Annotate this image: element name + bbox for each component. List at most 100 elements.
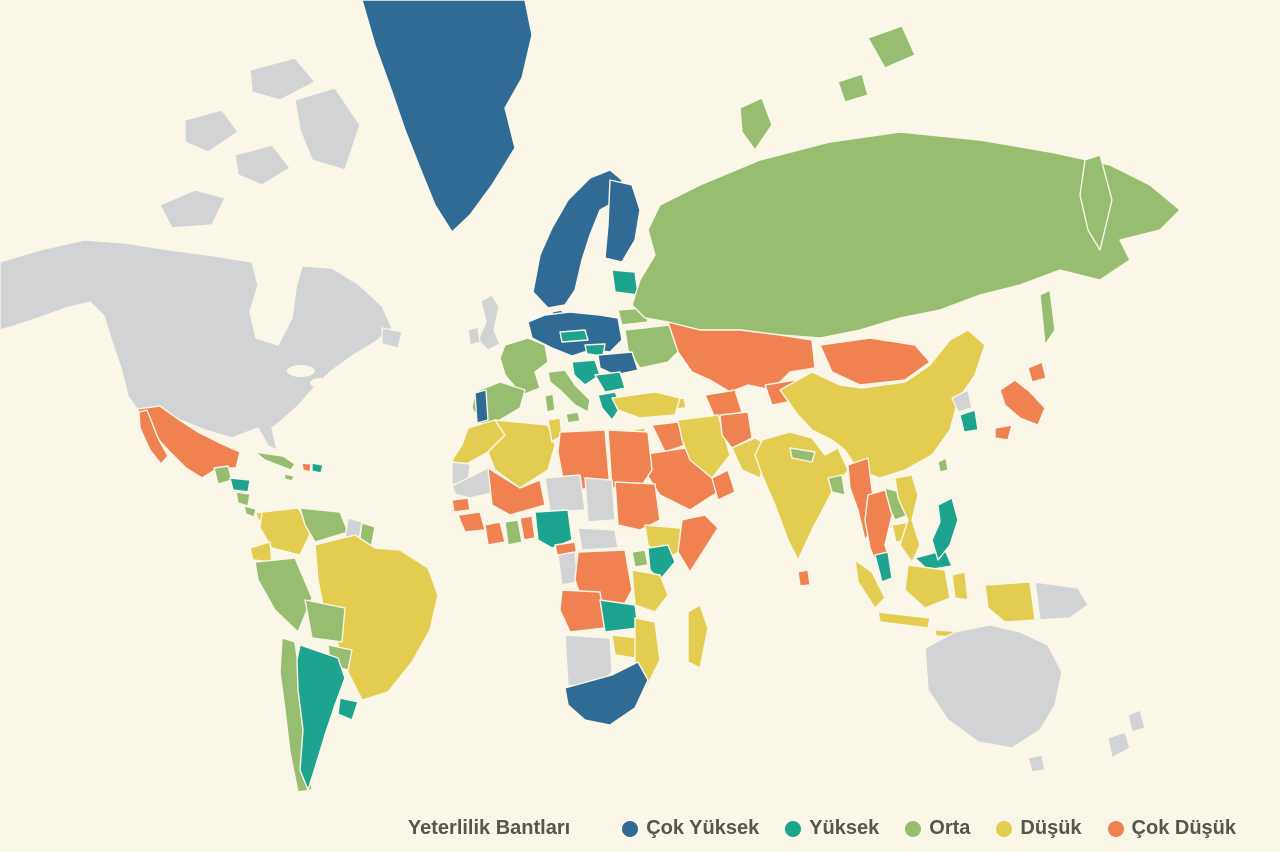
country-west-papua[interactable] — [984, 581, 1036, 623]
country-japan-kyushu[interactable] — [994, 424, 1013, 441]
country-japan-hokkaido[interactable] — [1027, 361, 1047, 383]
country-malaysia[interactable] — [874, 551, 893, 583]
country-madagascar[interactable] — [687, 604, 709, 669]
country-chad[interactable] — [584, 477, 616, 523]
country-finland[interactable] — [604, 179, 641, 263]
country-central-african-republic[interactable] — [577, 527, 619, 551]
country-sri-lanka[interactable] — [797, 569, 811, 587]
country-severnaya-zemlya[interactable] — [867, 25, 916, 69]
country-peru[interactable] — [254, 557, 313, 633]
country-italy[interactable] — [547, 369, 591, 413]
country-baltics[interactable] — [611, 269, 639, 296]
country-serbia-bulgaria[interactable] — [594, 371, 626, 393]
country-kenya[interactable] — [647, 544, 676, 581]
country-nicaragua[interactable] — [235, 491, 251, 507]
country-haiti[interactable] — [301, 462, 312, 473]
legend-items: Çok Yüksek Yüksek Orta Düşük Çok Düşük — [622, 817, 1236, 840]
country-taiwan[interactable] — [937, 457, 949, 473]
country-java[interactable] — [877, 611, 931, 629]
country-canada-usa[interactable] — [0, 239, 393, 451]
country-zambia[interactable] — [599, 599, 639, 633]
country-oman-uae[interactable] — [711, 469, 736, 501]
country-tasmania[interactable] — [1027, 754, 1046, 773]
country-ecuador[interactable] — [249, 541, 273, 563]
country-mexico[interactable] — [136, 405, 241, 479]
country-mongolia[interactable] — [819, 337, 931, 386]
country-sumatra[interactable] — [854, 559, 886, 609]
legend-item-yuksek[interactable]: Yüksek — [785, 817, 879, 840]
country-baja-california[interactable] — [138, 409, 169, 465]
country-nigeria[interactable] — [534, 509, 573, 549]
country-west-balkans[interactable] — [571, 359, 601, 386]
country-tanzania[interactable] — [631, 569, 669, 613]
country-vietnam[interactable] — [894, 474, 921, 563]
country-japan-honshu[interactable] — [999, 379, 1046, 426]
country-uruguay[interactable] — [337, 697, 359, 721]
country-greenland[interactable] — [361, 0, 533, 233]
country-philippines[interactable] — [931, 497, 959, 561]
country-arctic-island[interactable] — [159, 189, 226, 229]
country-sudan[interactable] — [614, 481, 661, 531]
country-arctic-island[interactable] — [249, 57, 316, 101]
country-new-zealand-north[interactable] — [1127, 709, 1146, 733]
country-cuba[interactable] — [254, 451, 296, 471]
country-ireland[interactable] — [467, 326, 481, 346]
country-united-kingdom[interactable] — [477, 294, 501, 351]
country-india[interactable] — [754, 431, 849, 561]
country-romania[interactable] — [597, 351, 639, 376]
country-mauritania[interactable] — [451, 467, 496, 499]
country-south-africa[interactable] — [564, 661, 649, 726]
country-south-korea[interactable] — [959, 409, 979, 433]
country-arctic-green-isles[interactable] — [837, 73, 869, 103]
country-bangladesh[interactable] — [827, 474, 846, 496]
country-iran[interactable] — [677, 414, 731, 479]
country-newfoundland[interactable] — [381, 327, 403, 349]
country-egypt[interactable] — [607, 429, 653, 489]
legend-item-dusuk[interactable]: Düşük — [996, 817, 1082, 840]
country-baffin-island[interactable] — [294, 87, 361, 171]
country-costa-rica[interactable] — [243, 505, 257, 518]
country-somalia[interactable] — [677, 514, 719, 573]
country-honduras[interactable] — [229, 477, 251, 493]
country-kamchatka[interactable] — [1079, 154, 1113, 251]
country-venezuela[interactable] — [299, 507, 349, 543]
country-new-zealand-south[interactable] — [1107, 731, 1131, 759]
country-argentina[interactable] — [296, 644, 346, 791]
country-senegal[interactable] — [451, 497, 471, 513]
country-bolivia[interactable] — [304, 599, 346, 643]
country-kazakhstan[interactable] — [667, 321, 816, 393]
country-sardinia[interactable] — [544, 393, 556, 413]
country-france[interactable] — [499, 337, 549, 396]
country-arctic-island[interactable] — [184, 109, 239, 153]
country-guinea[interactable] — [457, 511, 486, 533]
country-mali[interactable] — [487, 467, 546, 516]
legend-item-orta[interactable]: Orta — [905, 817, 970, 840]
country-sicily[interactable] — [565, 411, 581, 424]
country-ivory-coast[interactable] — [484, 521, 506, 546]
country-uganda[interactable] — [631, 549, 649, 568]
country-togo-benin[interactable] — [519, 515, 536, 541]
country-sakhalin[interactable] — [1039, 289, 1056, 346]
country-borneo-indonesia[interactable] — [904, 564, 951, 609]
country-australia[interactable] — [924, 624, 1063, 749]
legend-item-cok_yuksek[interactable]: Çok Yüksek — [622, 817, 759, 840]
country-nepal[interactable] — [789, 447, 816, 463]
country-colombia[interactable] — [259, 507, 313, 556]
country-arctic-island[interactable] — [234, 144, 291, 186]
country-thailand[interactable] — [864, 489, 893, 573]
country-zimbabwe[interactable] — [611, 634, 639, 659]
country-czech-slovakia[interactable] — [559, 329, 589, 343]
country-ghana[interactable] — [504, 519, 523, 546]
country-turkey[interactable] — [611, 391, 681, 419]
legend-item-cok_dusuk[interactable]: Çok Düşük — [1107, 817, 1236, 840]
country-angola[interactable] — [559, 589, 606, 633]
country-niger[interactable] — [544, 474, 586, 513]
country-papua-new-guinea[interactable] — [1034, 581, 1089, 621]
country-guatemala[interactable] — [213, 465, 233, 485]
country-novaya-zemlya[interactable] — [739, 97, 773, 151]
country-dominican-republic[interactable] — [311, 462, 324, 474]
country-sulawesi[interactable] — [951, 571, 969, 601]
country-jamaica[interactable] — [283, 473, 295, 482]
country-portugal[interactable] — [474, 389, 489, 424]
country-north-korea[interactable] — [951, 389, 973, 413]
